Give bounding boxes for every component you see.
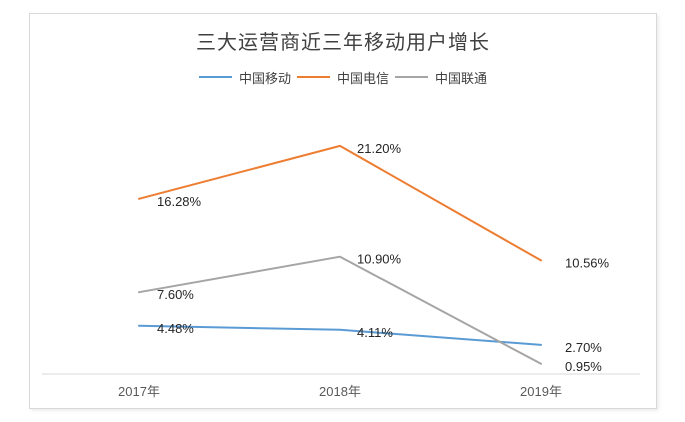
chart-title: 三大运营商近三年移动用户增长 — [196, 32, 490, 54]
series-line-2 — [138, 255, 542, 365]
legend: 中国移动 中国电信 中国联通 — [30, 68, 656, 86]
data-label-series0-pt0: 4.48% — [157, 321, 194, 336]
legend-item-1: 中国电信 — [296, 68, 389, 87]
legend-item-0: 中国移动 — [198, 68, 291, 87]
legend-line-swatch — [296, 76, 330, 78]
series-line-0 — [138, 324, 542, 346]
legend-line-swatch — [395, 76, 428, 78]
data-label-series0-pt2: 2.70% — [565, 340, 602, 355]
data-label-series2-pt1: 10.90% — [357, 252, 402, 267]
data-label-series2-pt0: 7.60% — [157, 287, 194, 302]
data-label-series1-pt0: 16.28% — [157, 194, 202, 209]
legend-line-swatch — [198, 76, 232, 78]
legend-item-2: 中国联通 — [395, 68, 487, 87]
line-chart-plot-area: 4.48% 4.11% 2.70% 16.28% 21.20% 10.56% 7.60% 10… — [42, 141, 640, 399]
x-tick-label-2: 2019年 — [520, 384, 562, 399]
legend-label: 中国联通 — [435, 70, 488, 86]
legend-label: 中国电信 — [336, 70, 389, 86]
legend-label: 中国移动 — [238, 70, 291, 86]
data-label-series2-pt2: 0.95% — [565, 359, 602, 374]
x-tick-label-1: 2018年 — [319, 384, 361, 399]
x-tick-label-0: 2017年 — [118, 384, 160, 399]
data-label-series0-pt1: 4.11% — [357, 325, 393, 340]
data-label-series1-pt1: 21.20% — [357, 141, 402, 156]
data-label-series1-pt2: 10.56% — [565, 255, 610, 270]
series-line-1 — [138, 144, 542, 262]
chart-frame: 三大运营商近三年移动用户增长 中国移动 中国电信 中国联通 4.48% 4.11% 2.… — [29, 13, 657, 409]
